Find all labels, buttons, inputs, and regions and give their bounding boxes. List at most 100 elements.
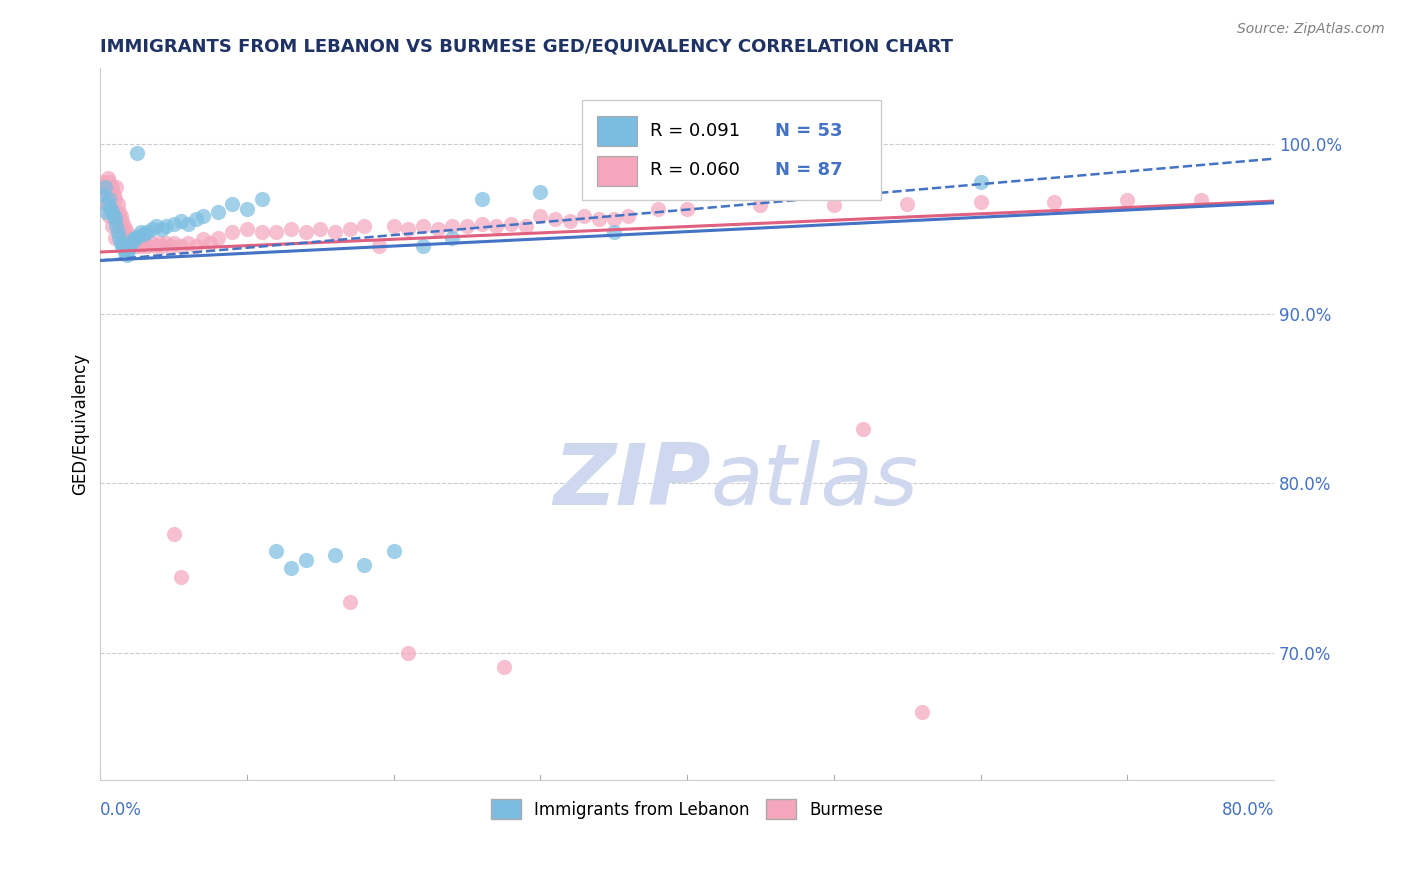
Point <box>148 235 170 250</box>
Point <box>852 422 875 436</box>
Point <box>125 145 148 160</box>
Point <box>114 222 136 236</box>
Text: R = 0.091: R = 0.091 <box>650 121 740 140</box>
Point <box>110 235 132 250</box>
Point <box>145 239 167 253</box>
Point <box>485 219 508 233</box>
Point <box>911 706 934 720</box>
Point <box>97 171 120 186</box>
Point <box>104 230 127 244</box>
Point <box>471 217 494 231</box>
Point <box>426 222 449 236</box>
Point <box>134 227 156 242</box>
Point <box>412 239 434 253</box>
Point <box>207 205 229 219</box>
Point <box>141 222 163 236</box>
Point <box>103 188 125 202</box>
Point <box>115 247 138 261</box>
Point <box>191 209 214 223</box>
Text: 80.0%: 80.0% <box>1222 801 1274 819</box>
Point <box>120 235 142 250</box>
Point <box>177 235 200 250</box>
Point <box>121 235 143 250</box>
Point <box>117 244 139 259</box>
Point <box>101 205 124 219</box>
Point <box>184 211 207 226</box>
Point <box>170 570 193 584</box>
Text: 0.0%: 0.0% <box>100 801 142 819</box>
Legend: Immigrants from Lebanon, Burmese: Immigrants from Lebanon, Burmese <box>484 793 890 825</box>
Point <box>492 659 515 673</box>
Point <box>368 239 391 253</box>
Point <box>1116 194 1139 208</box>
Point <box>163 527 186 541</box>
Point <box>108 205 131 219</box>
Point <box>111 213 134 227</box>
Point <box>91 175 114 189</box>
Point <box>280 222 302 236</box>
Point <box>969 175 991 189</box>
Point <box>96 185 118 199</box>
Point <box>103 209 125 223</box>
Text: ZIP: ZIP <box>553 440 710 523</box>
Point <box>150 222 173 236</box>
Point <box>118 232 141 246</box>
Point <box>97 196 120 211</box>
Point <box>114 245 136 260</box>
Point <box>112 219 135 233</box>
Point <box>1043 194 1066 209</box>
Point <box>266 544 288 558</box>
Point <box>120 235 142 250</box>
Point <box>141 235 163 250</box>
Point <box>98 192 121 206</box>
Point <box>110 209 132 223</box>
Point <box>574 209 596 223</box>
Point <box>96 196 118 211</box>
Point <box>676 202 699 216</box>
Point <box>412 219 434 233</box>
Point <box>501 217 523 231</box>
Point <box>105 219 128 233</box>
Point <box>294 226 316 240</box>
Point <box>309 222 332 236</box>
Point <box>353 219 375 233</box>
Point <box>111 239 134 253</box>
Point <box>177 217 200 231</box>
Point <box>124 239 146 253</box>
Point <box>145 219 167 233</box>
Point <box>456 219 478 233</box>
Point <box>236 222 259 236</box>
Point <box>124 230 146 244</box>
Point <box>823 198 845 212</box>
Text: atlas: atlas <box>710 440 918 523</box>
Point <box>100 185 122 199</box>
Text: IMMIGRANTS FROM LEBANON VS BURMESE GED/EQUIVALENCY CORRELATION CHART: IMMIGRANTS FROM LEBANON VS BURMESE GED/E… <box>100 37 953 55</box>
Point <box>131 239 153 253</box>
Point <box>128 228 150 243</box>
Point <box>131 226 153 240</box>
Point <box>558 213 581 227</box>
Point <box>471 192 494 206</box>
Point <box>441 219 464 233</box>
Point <box>250 192 273 206</box>
Point <box>100 202 122 216</box>
Point <box>105 179 128 194</box>
Point <box>676 175 699 189</box>
Point <box>94 179 117 194</box>
Point <box>441 230 464 244</box>
Point <box>603 226 626 240</box>
Point <box>200 235 222 250</box>
Point <box>896 196 918 211</box>
Point <box>170 213 193 227</box>
Point <box>101 179 124 194</box>
FancyBboxPatch shape <box>596 155 637 186</box>
Point <box>396 222 419 236</box>
Point <box>323 226 346 240</box>
Point <box>107 226 129 240</box>
Point <box>108 230 131 244</box>
Point <box>107 196 129 211</box>
Point <box>159 239 181 253</box>
Point <box>544 211 567 226</box>
Y-axis label: GED/Equivalency: GED/Equivalency <box>72 353 89 495</box>
Point <box>266 226 288 240</box>
